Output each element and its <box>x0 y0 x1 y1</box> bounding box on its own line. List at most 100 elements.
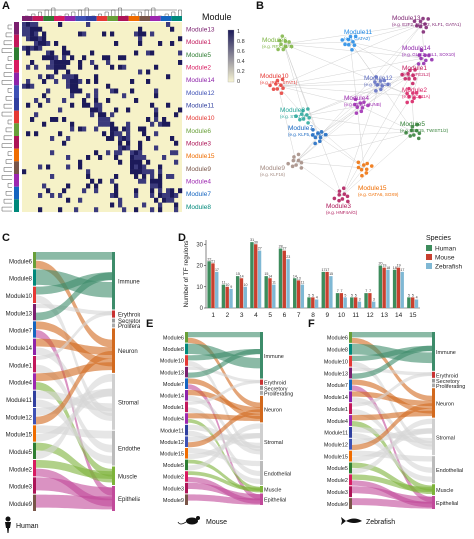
sankey-flow <box>36 425 112 439</box>
network-node <box>415 122 419 127</box>
heatmap-cell <box>22 22 27 27</box>
network-node <box>426 17 431 21</box>
network-node <box>419 56 423 61</box>
network-label-module3: Module3 <box>326 203 351 210</box>
heatmap-cell <box>66 155 71 160</box>
heatmap-cell <box>98 107 103 113</box>
x-tick-label: 13 <box>381 312 389 319</box>
network-edge <box>283 23 423 45</box>
module-annotation-top <box>160 16 172 21</box>
human-icon-head <box>5 516 11 522</box>
heatmap-cell <box>178 60 183 65</box>
module-label-module15: Module15 <box>186 153 215 160</box>
heatmap-cell <box>114 174 119 179</box>
sankey-right-node <box>260 493 263 505</box>
heatmap-cell <box>58 64 63 70</box>
heatmap-cell <box>154 197 159 203</box>
heatmap-cell <box>146 69 151 75</box>
module-annotation-left <box>14 136 19 149</box>
sankey-left-node <box>185 448 188 459</box>
network-node <box>366 103 370 108</box>
heatmap-cell <box>170 150 175 156</box>
heatmap-cell <box>138 164 143 170</box>
heatmap-cell <box>166 188 171 194</box>
network-node <box>374 75 378 79</box>
network-node <box>313 135 318 140</box>
sankey-flow <box>36 477 112 501</box>
heatmap-cell <box>158 174 163 179</box>
bar-mouse <box>282 250 286 308</box>
network-node <box>316 131 320 135</box>
heatmap-cell <box>162 193 167 198</box>
heatmap-cell <box>118 145 123 151</box>
heatmap-cell <box>58 22 63 27</box>
heatmap-cell <box>174 193 179 198</box>
network-node <box>276 47 280 52</box>
network-node <box>414 128 419 133</box>
sankey-flow <box>36 252 112 260</box>
heatmap-cell <box>142 164 147 170</box>
network-edges <box>277 23 425 197</box>
heatmap-cell <box>94 107 99 113</box>
bar-value-label: 11 <box>301 281 305 285</box>
network-node <box>337 189 342 193</box>
module-label-module11: Module11 <box>186 103 214 110</box>
bar-value-label: 17 <box>215 268 219 272</box>
network-node <box>343 42 347 47</box>
heatmap-cell <box>138 31 143 37</box>
network-node <box>352 102 357 107</box>
heatmap-cell <box>146 79 151 84</box>
heatmap-cell <box>118 64 123 70</box>
heatmap-cell <box>94 126 99 132</box>
sankey-right-node <box>260 332 263 379</box>
network-node <box>418 24 423 29</box>
sankey-left-label-module4: Module4 <box>163 417 184 423</box>
heatmap-cell <box>138 155 143 160</box>
x-tick-label: 1 <box>211 312 215 319</box>
heatmap-cell <box>134 155 139 160</box>
heatmap-cell <box>150 188 155 194</box>
network-node <box>412 19 417 23</box>
network-node <box>413 68 417 72</box>
sankey-flow <box>352 418 432 474</box>
sankey-left-label-module5: Module5 <box>9 450 33 456</box>
heatmap-cell <box>30 117 35 122</box>
heatmap-cell <box>158 169 163 175</box>
heatmap-cell <box>54 55 59 61</box>
sankey-left-node <box>185 332 188 343</box>
sankey-left-label-module14: Module14 <box>6 346 33 352</box>
heatmap-cell <box>178 50 183 56</box>
dendrogram-branch <box>5 191 12 196</box>
network-node <box>400 72 404 77</box>
x-tick-label: 2 <box>226 312 230 319</box>
sankey-flow <box>36 272 112 321</box>
sankey-flow <box>188 332 260 338</box>
bar-value-label: 7 <box>365 289 367 293</box>
sankey-right-node <box>112 328 115 373</box>
colorbar <box>227 29 235 83</box>
left-dendrogram <box>1 24 12 212</box>
dendrogram-branch <box>5 159 12 164</box>
network-node <box>374 89 378 93</box>
heatmap-cell <box>150 31 155 37</box>
heatmap-cell <box>94 188 99 194</box>
module-annotation-left <box>14 110 19 124</box>
heatmap-cell <box>142 31 147 37</box>
heatmap-cell <box>114 188 119 194</box>
heatmap-cell <box>102 131 107 137</box>
sankey-right-label-erythroid: Erythroid <box>436 373 458 379</box>
heatmap-cell <box>110 64 115 70</box>
heatmap-cell <box>134 169 139 175</box>
heatmap-cell <box>174 202 179 208</box>
bar-mouse <box>353 297 358 308</box>
network-edge <box>349 41 425 59</box>
heatmap-cell <box>134 159 139 165</box>
heatmap-cell <box>50 60 55 65</box>
network-node <box>332 196 337 201</box>
sankey-left-label-module10: Module10 <box>324 359 348 365</box>
heatmap-cell <box>138 126 143 132</box>
network-node <box>412 96 416 100</box>
sankey-right-node <box>260 485 263 493</box>
heatmap-cell <box>62 117 67 122</box>
heatmap-cell <box>62 64 67 70</box>
